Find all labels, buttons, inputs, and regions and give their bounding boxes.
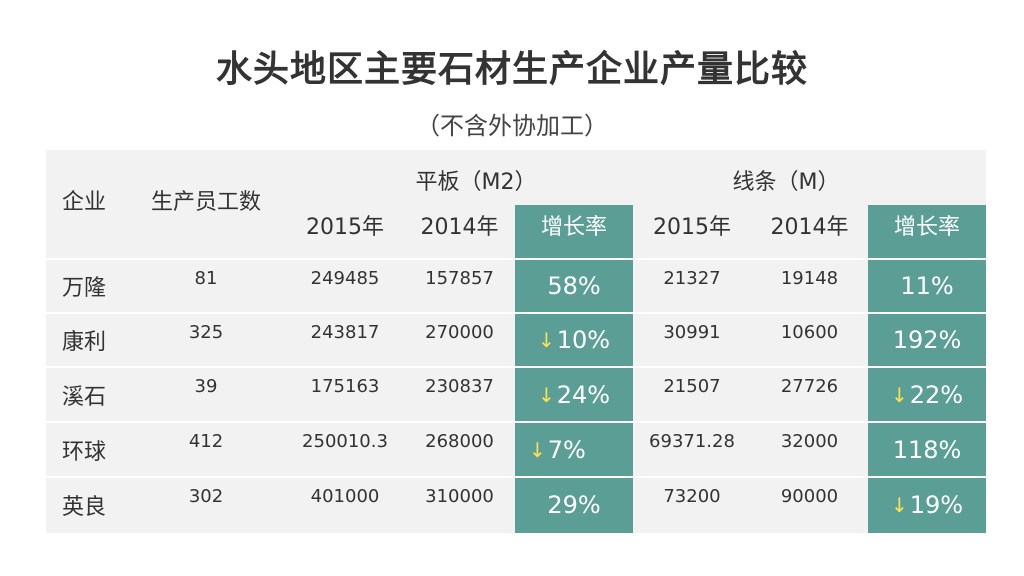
- row-strip-2014: 10600: [780, 321, 839, 343]
- row-strip-growth: 118%: [868, 423, 986, 476]
- row-slab-2015: 249485: [310, 267, 380, 289]
- header-strip-2014: 2014年: [770, 215, 849, 240]
- row-strip-growth: ↓ 19%: [868, 478, 986, 531]
- row-strip-2015: 69371.28: [649, 430, 735, 452]
- row-slab-growth-value: 10%: [556, 326, 611, 354]
- row-slab-growth: 58%: [515, 260, 633, 312]
- row-separator: [46, 366, 986, 368]
- row-slab-growth-value: 29%: [547, 490, 601, 519]
- row-separator: [46, 421, 986, 423]
- row-slab-2015: 175163: [310, 375, 380, 397]
- header-strip-group: 线条（M）: [732, 170, 840, 195]
- row-slab-2014: 268000: [425, 430, 494, 452]
- header-slab-group: 平板（M2）: [415, 170, 537, 195]
- row-company: 溪石: [62, 384, 107, 410]
- row-workers: 302: [188, 485, 224, 507]
- row-strip-2014: 19148: [780, 267, 839, 289]
- row-strip-2015: 73200: [663, 485, 721, 507]
- header-slab-2015: 2015年: [306, 215, 384, 240]
- row-company: 康利: [62, 330, 107, 355]
- row-slab-growth-value: 24%: [556, 380, 611, 409]
- row-slab-growth: ↓ 7%: [515, 423, 633, 476]
- row-strip-2015: 21327: [663, 267, 721, 289]
- down-arrow-icon: ↓: [529, 437, 546, 462]
- row-strip-2014: 27726: [780, 375, 839, 397]
- header-slab-2014: 2014年: [420, 215, 499, 240]
- row-slab-2014: 270000: [425, 321, 494, 343]
- row-slab-2014: 157857: [425, 267, 494, 289]
- row-strip-growth-value: 192%: [892, 326, 962, 354]
- row-slab-2014: 230837: [425, 375, 494, 397]
- row-strip-growth: 192%: [868, 314, 986, 366]
- row-strip-2015: 21507: [663, 375, 721, 397]
- row-separator: [46, 312, 986, 314]
- row-workers: 81: [194, 267, 218, 289]
- header-company: 企业: [62, 190, 107, 215]
- row-slab-2015: 243817: [310, 321, 380, 343]
- row-strip-growth: 11%: [868, 260, 986, 312]
- row-company: 环球: [62, 439, 107, 465]
- row-slab-growth-value: 58%: [547, 272, 601, 300]
- row-slab-growth: ↓ 10%: [515, 314, 633, 366]
- row-company: 英良: [62, 494, 107, 520]
- row-strip-growth: ↓ 22%: [868, 368, 986, 421]
- page-subtitle: （不含外协加工）: [416, 112, 608, 140]
- row-slab-growth: ↓ 24%: [515, 368, 633, 421]
- page-title: 水头地区主要石材生产企业产量比较: [215, 49, 808, 90]
- row-strip-growth-value: 118%: [892, 435, 962, 464]
- row-workers: 325: [188, 321, 224, 343]
- row-strip-growth-value: 19%: [909, 490, 964, 519]
- row-workers: 412: [188, 430, 224, 452]
- header-workers: 生产员工数: [150, 190, 261, 215]
- row-slab-growth-value: 7%: [547, 435, 586, 464]
- down-arrow-icon: ↓: [537, 328, 555, 352]
- row-slab-2014: 310000: [425, 485, 494, 507]
- row-strip-2015: 30991: [663, 321, 721, 343]
- down-arrow-icon: ↓: [890, 382, 908, 407]
- row-separator: [46, 258, 986, 260]
- row-strip-growth-value: 11%: [900, 272, 954, 300]
- down-arrow-icon: ↓: [890, 492, 908, 517]
- row-slab-2015: 250010.3: [302, 430, 388, 452]
- row-slab-2015: 401000: [310, 485, 380, 507]
- row-separator: [46, 476, 986, 478]
- header-slab-growth: 增长率: [540, 215, 607, 240]
- row-slab-growth: 29%: [515, 478, 633, 531]
- row-workers: 39: [194, 375, 218, 397]
- row-strip-2014: 90000: [780, 485, 839, 507]
- row-strip-2014: 32000: [780, 430, 839, 452]
- row-strip-growth-value: 22%: [909, 380, 964, 409]
- down-arrow-icon: ↓: [537, 382, 555, 407]
- header-strip-growth: 增长率: [893, 215, 960, 240]
- header-strip-2015: 2015年: [653, 215, 731, 240]
- row-company: 万隆: [62, 276, 107, 301]
